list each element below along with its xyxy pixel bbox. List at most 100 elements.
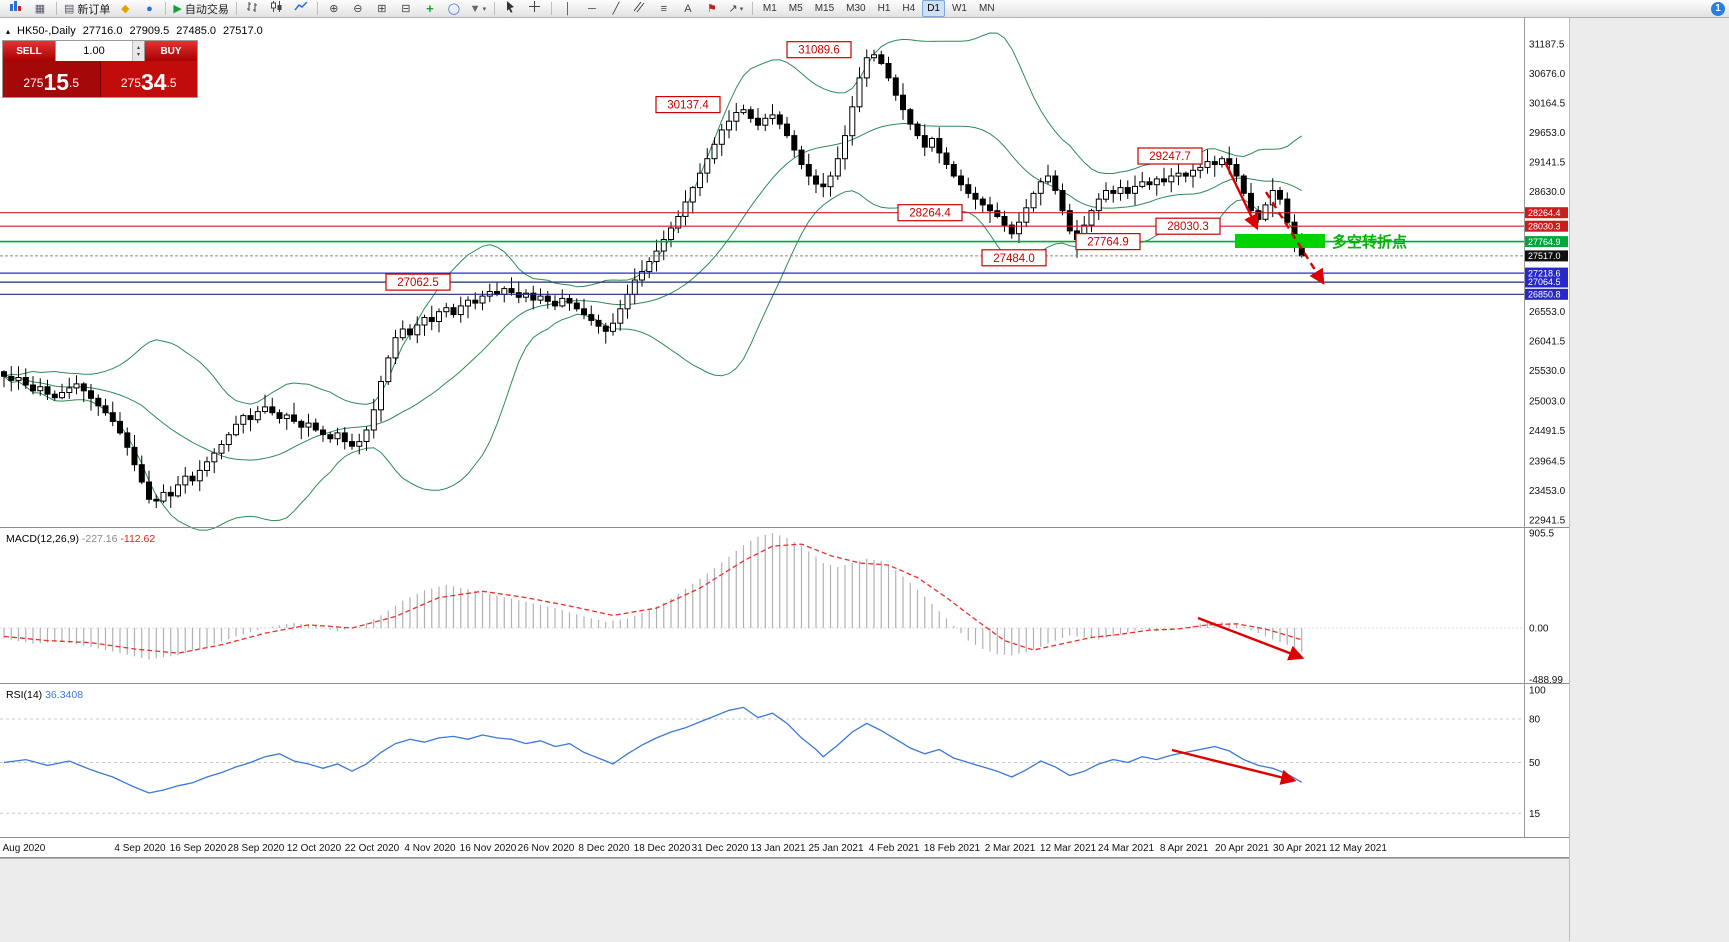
chart-canvas[interactable]: 多空转折点 31089.6 30137.4 29247.7 28264.4 28030.3… bbox=[0, 18, 1569, 858]
horizontal-line-button[interactable]: ─ bbox=[580, 0, 604, 18]
trend-arrow[interactable] bbox=[1197, 616, 1305, 661]
sell-price-display[interactable]: 275 15.5 bbox=[3, 61, 101, 97]
arrows-button[interactable]: ↗ ▾ bbox=[724, 0, 748, 18]
sell-button[interactable]: SELL bbox=[3, 41, 55, 61]
price-tag bbox=[1525, 276, 1568, 288]
timeframe-h1-button[interactable]: H1 bbox=[877, 3, 891, 14]
cursor-button[interactable] bbox=[499, 0, 523, 18]
annotation-box[interactable] bbox=[981, 249, 1047, 267]
trend-arrow[interactable] bbox=[1171, 748, 1297, 785]
templates-button[interactable]: ▼ ▾ bbox=[466, 0, 490, 18]
notifications-badge[interactable]: 1 bbox=[1711, 1, 1725, 16]
volume-spinner[interactable]: ▴ ▾ bbox=[132, 41, 144, 61]
annotation-box[interactable] bbox=[1155, 217, 1221, 235]
candle-body bbox=[428, 317, 435, 322]
arrange-windows-button[interactable]: ⊟ bbox=[394, 0, 418, 18]
volume-value[interactable]: 1.00 bbox=[83, 45, 105, 57]
candle-body bbox=[269, 406, 276, 414]
price-annotations: 31089.6 30137.4 29247.7 28264.4 28030.3 27764… bbox=[385, 41, 1221, 291]
community-button[interactable]: ● bbox=[137, 0, 161, 18]
turning-point-label[interactable]: 多空转折点 bbox=[1332, 233, 1407, 251]
annotation-box[interactable] bbox=[897, 204, 963, 222]
annotation-text[interactable]: 28030.3 bbox=[1167, 221, 1209, 233]
date-label: 25 Jan 2021 bbox=[808, 843, 863, 854]
metaeditor-button[interactable]: ◆ bbox=[113, 0, 137, 18]
label-button[interactable]: ⚑ bbox=[700, 0, 724, 18]
rsi-axis-label: 80 bbox=[1529, 715, 1541, 726]
annotation-text[interactable]: 27062.5 bbox=[397, 277, 439, 289]
candle-body bbox=[1001, 216, 1008, 226]
tile-windows-button[interactable]: ⊞ bbox=[370, 0, 394, 18]
trend-arrow[interactable] bbox=[1223, 161, 1259, 231]
profiles-button[interactable]: ▦ bbox=[28, 0, 52, 18]
annotation-text[interactable]: 31089.6 bbox=[798, 45, 840, 57]
annotation-text[interactable]: 30137.4 bbox=[667, 100, 709, 112]
volume-stepper[interactable]: 1.00 ▴ ▾ bbox=[55, 41, 145, 61]
chevron-down-icon: ▾ bbox=[482, 5, 487, 13]
cycles-button[interactable]: ◯ bbox=[442, 0, 466, 18]
candlestick-chart-button[interactable] bbox=[265, 0, 289, 18]
candle-body bbox=[1139, 181, 1146, 187]
turning-point-zone[interactable] bbox=[1235, 234, 1325, 248]
candle-body bbox=[1124, 187, 1131, 194]
annotation-text[interactable]: 28264.4 bbox=[909, 208, 951, 220]
annotation-box[interactable] bbox=[1137, 147, 1203, 165]
candle-body bbox=[320, 429, 326, 436]
annotation-box[interactable] bbox=[786, 41, 852, 59]
annotation-box[interactable] bbox=[1075, 233, 1141, 251]
autotrading-button[interactable]: ▶ 自动交易 bbox=[170, 0, 231, 18]
candle-body bbox=[182, 475, 189, 486]
trendline-button[interactable]: ╱ bbox=[604, 0, 628, 18]
candle-body bbox=[965, 184, 972, 194]
timeframe-mn-button[interactable]: MN bbox=[978, 3, 995, 14]
price-tag-text: 27764.9 bbox=[1528, 237, 1561, 247]
candle-body bbox=[1248, 192, 1254, 212]
timeframe-m15-button[interactable]: M15 bbox=[814, 3, 835, 14]
candle-body bbox=[784, 123, 790, 137]
line-chart-button[interactable] bbox=[289, 0, 313, 18]
doc-icon: ▤ bbox=[64, 2, 75, 15]
fibonacci-button[interactable]: ≡ bbox=[652, 0, 676, 18]
buy-button[interactable]: BUY bbox=[145, 41, 197, 61]
annotation-text[interactable]: 27764.9 bbox=[1087, 237, 1129, 249]
timeframe-w1-button[interactable]: W1 bbox=[951, 3, 967, 14]
zoom-out-button[interactable]: ⊖ bbox=[346, 0, 370, 18]
timeframe-m30-button[interactable]: M30 bbox=[846, 3, 866, 14]
trend-arrow[interactable] bbox=[1264, 191, 1325, 285]
new-order-button[interactable]: ▤ 新订单 bbox=[61, 0, 113, 18]
annotation-box[interactable] bbox=[385, 273, 451, 291]
buy-price-display[interactable]: 275 34.5 bbox=[100, 61, 197, 97]
timeframe-m5-button[interactable]: M5 bbox=[788, 3, 803, 14]
bar-chart-button[interactable] bbox=[241, 0, 265, 18]
candle-body bbox=[1175, 172, 1182, 177]
candle-body bbox=[80, 383, 87, 392]
timeframe-m1-button[interactable]: M1 bbox=[762, 3, 777, 14]
timeframe-d1-button[interactable]: D1 bbox=[922, 0, 945, 17]
candle-body bbox=[30, 384, 36, 392]
zoom-in-button[interactable]: ⊕ bbox=[322, 0, 346, 18]
candle-body bbox=[987, 204, 993, 212]
date-label: 2 Mar 2021 bbox=[985, 843, 1036, 854]
annotation-text[interactable]: 27484.0 bbox=[993, 253, 1035, 265]
candle-body bbox=[240, 415, 247, 425]
candle-body bbox=[755, 117, 761, 126]
vertical-line-button[interactable]: │ bbox=[556, 0, 580, 18]
channel-button[interactable] bbox=[628, 0, 652, 18]
crosshair-button[interactable] bbox=[523, 0, 547, 18]
candle-body bbox=[994, 210, 1001, 217]
spin-down-icon[interactable]: ▾ bbox=[136, 52, 140, 58]
zin-icon: ⊕ bbox=[329, 2, 339, 15]
indicators-button[interactable]: + bbox=[418, 0, 442, 18]
spin-up-icon[interactable]: ▴ bbox=[136, 45, 140, 51]
annotation-text[interactable]: 29247.7 bbox=[1149, 151, 1191, 163]
candle-body bbox=[552, 300, 558, 307]
new-chart-button[interactable] bbox=[4, 0, 28, 18]
text-button[interactable]: A bbox=[676, 0, 700, 18]
workspace-bottom-area bbox=[0, 858, 1569, 942]
candle-body bbox=[820, 183, 827, 188]
timeframe-h4-button[interactable]: H4 bbox=[902, 3, 916, 14]
annotation-box[interactable] bbox=[655, 95, 721, 114]
main-toolbar: ▦ ▤ 新订单 ◆ ● ▶ 自动交易 ⊕ ⊖ ⊞ ⊟ + ◯ ▼ ▾ │ ─ ╱ ≡ A ⚑ ↗ ▾ M1 M5 M15 M30 H1… bbox=[0, 0, 1729, 18]
price-label: 23453.0 bbox=[1529, 486, 1566, 497]
date-label: 16 Nov 2020 bbox=[460, 843, 517, 854]
